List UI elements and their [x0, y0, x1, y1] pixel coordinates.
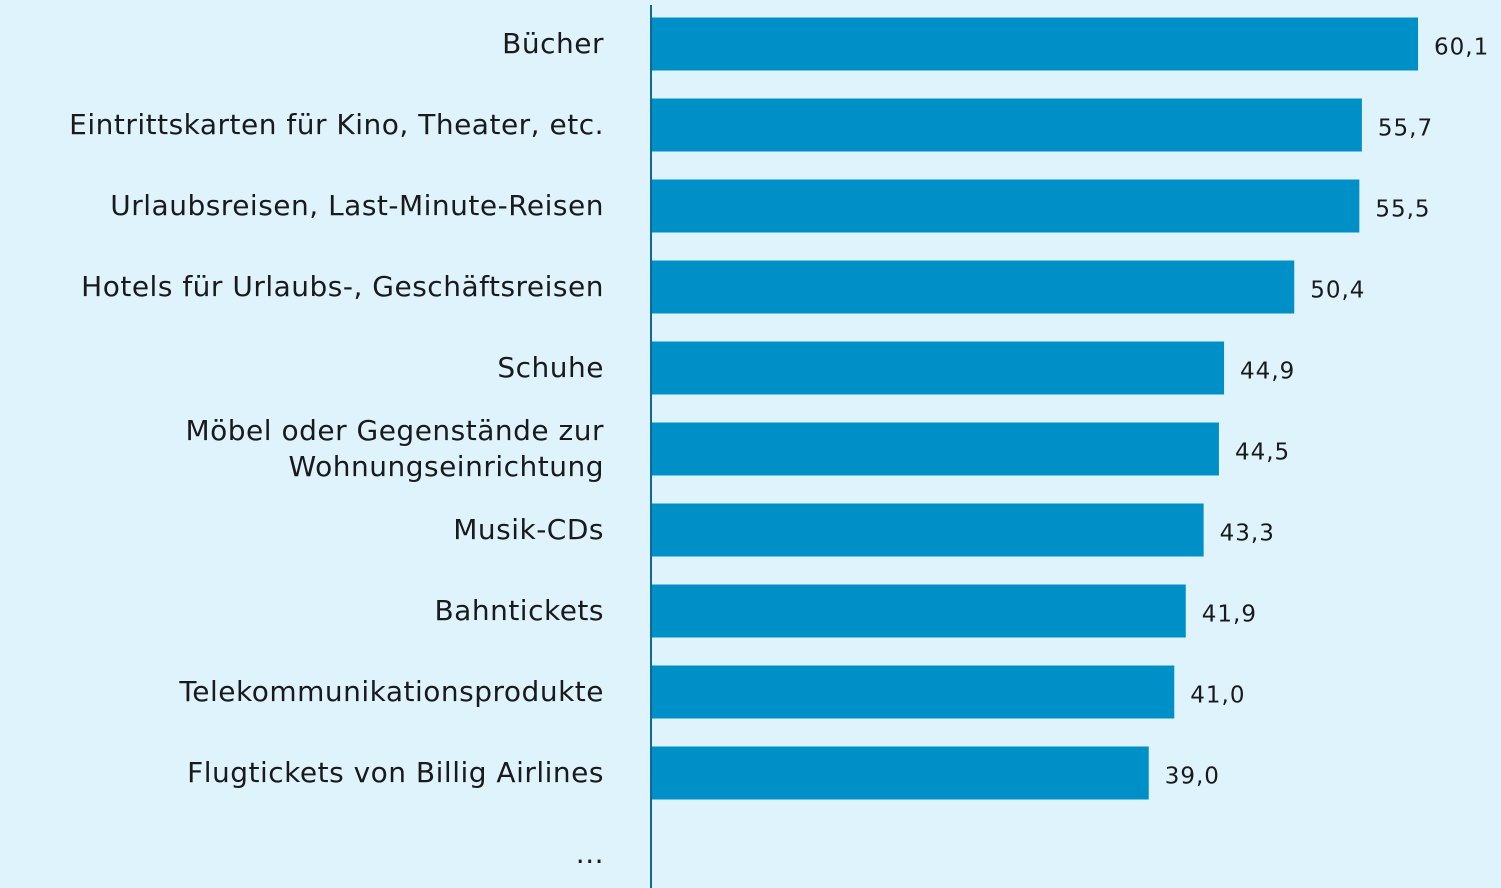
- bar: [651, 179, 1360, 233]
- value-label: 41,9: [1202, 602, 1257, 628]
- value-label: 44,5: [1235, 440, 1290, 466]
- bar: [651, 584, 1186, 638]
- category-label: Bücher: [502, 27, 604, 60]
- value-label: 55,5: [1375, 197, 1430, 223]
- bar: [651, 98, 1362, 152]
- value-label: 43,3: [1220, 521, 1275, 547]
- category-label: Hotels für Urlaubs-, Geschäftsreisen: [81, 270, 604, 303]
- bar: [651, 341, 1225, 395]
- bar: [651, 260, 1295, 314]
- value-label: 44,9: [1240, 359, 1295, 385]
- category-label: Telekommunikationsprodukte: [179, 675, 604, 708]
- category-label: Möbel oder Gegenstände zur Wohnungseinri…: [185, 414, 604, 483]
- value-label: 41,0: [1190, 683, 1245, 709]
- category-label: Flugtickets von Billig Airlines: [187, 756, 604, 789]
- category-label: Bahntickets: [434, 594, 604, 627]
- bar: [651, 422, 1219, 476]
- value-label: 60,1: [1434, 35, 1489, 61]
- value-label: 50,4: [1310, 278, 1365, 304]
- bar: [651, 503, 1204, 557]
- category-label: Urlaubsreisen, Last-Minute-Reisen: [110, 189, 604, 222]
- bar: [651, 17, 1419, 71]
- value-label: 39,0: [1165, 764, 1220, 790]
- category-label: ...: [575, 837, 604, 870]
- bar: [651, 665, 1175, 719]
- bar: [651, 746, 1149, 800]
- category-label: Eintrittskarten für Kino, Theater, etc.: [69, 108, 604, 141]
- category-label: Musik-CDs: [453, 513, 604, 546]
- value-label: 55,7: [1378, 116, 1433, 142]
- category-label: Schuhe: [497, 351, 604, 384]
